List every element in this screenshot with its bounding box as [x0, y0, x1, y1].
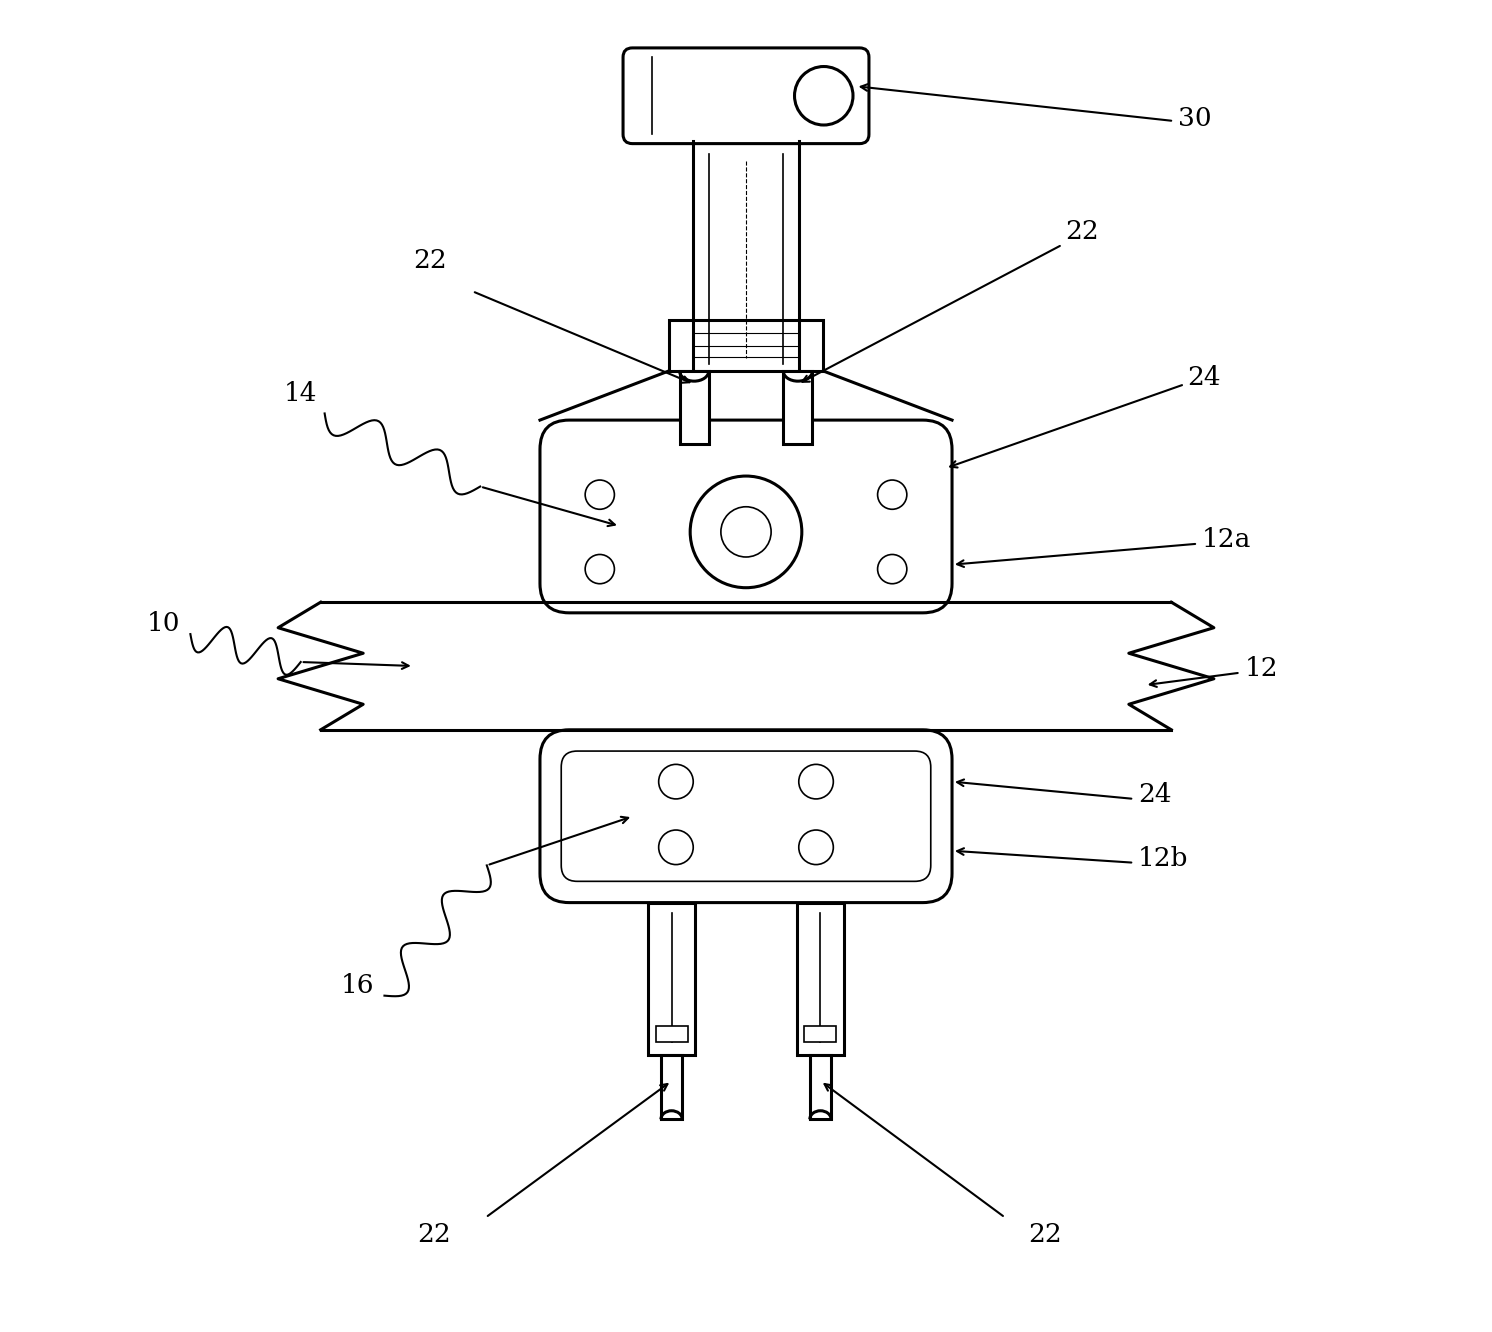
Bar: [804, 1026, 837, 1042]
Text: 22: 22: [416, 1223, 451, 1247]
Text: 16: 16: [342, 972, 374, 998]
Bar: [797, 903, 844, 1055]
FancyBboxPatch shape: [624, 48, 868, 144]
Circle shape: [877, 554, 907, 583]
FancyBboxPatch shape: [561, 751, 931, 882]
Bar: [668, 321, 824, 370]
Text: 12: 12: [1244, 657, 1279, 681]
Circle shape: [585, 480, 615, 509]
FancyBboxPatch shape: [540, 420, 952, 613]
Circle shape: [658, 765, 694, 799]
Circle shape: [877, 480, 907, 509]
Circle shape: [691, 476, 801, 587]
Text: 14: 14: [283, 381, 318, 406]
Text: 12b: 12b: [1138, 846, 1189, 871]
Bar: [783, 370, 813, 444]
Circle shape: [795, 67, 853, 125]
FancyBboxPatch shape: [540, 730, 952, 903]
Text: 12a: 12a: [1203, 527, 1252, 553]
Circle shape: [798, 830, 834, 864]
Text: 24: 24: [1188, 365, 1220, 390]
Text: 22: 22: [413, 248, 446, 273]
Circle shape: [658, 830, 694, 864]
Text: 10: 10: [148, 611, 181, 635]
Text: 22: 22: [1065, 218, 1098, 244]
Circle shape: [585, 554, 615, 583]
Text: 22: 22: [1028, 1223, 1062, 1247]
Bar: [648, 903, 695, 1055]
Bar: [655, 1026, 688, 1042]
Circle shape: [721, 506, 771, 557]
Bar: [679, 370, 709, 444]
Text: 30: 30: [1179, 105, 1212, 131]
Circle shape: [798, 765, 834, 799]
Bar: [810, 1055, 831, 1119]
Bar: [661, 1055, 682, 1119]
Text: 24: 24: [1138, 782, 1171, 807]
